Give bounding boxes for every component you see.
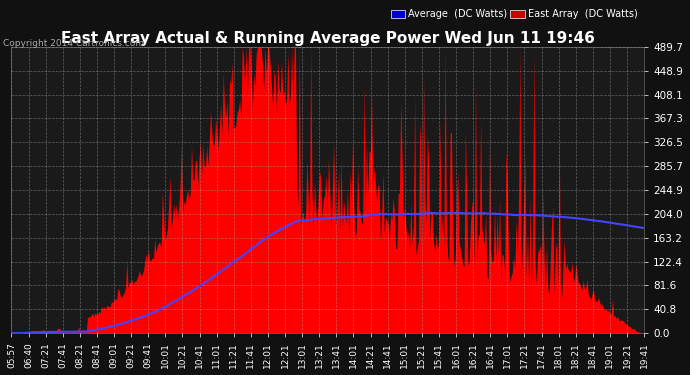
Title: East Array Actual & Running Average Power Wed Jun 11 19:46: East Array Actual & Running Average Powe…: [61, 31, 595, 46]
Text: Copyright 2014 Cartronics.com: Copyright 2014 Cartronics.com: [3, 39, 145, 48]
Legend: Average  (DC Watts), East Array  (DC Watts): Average (DC Watts), East Array (DC Watts…: [388, 8, 640, 21]
